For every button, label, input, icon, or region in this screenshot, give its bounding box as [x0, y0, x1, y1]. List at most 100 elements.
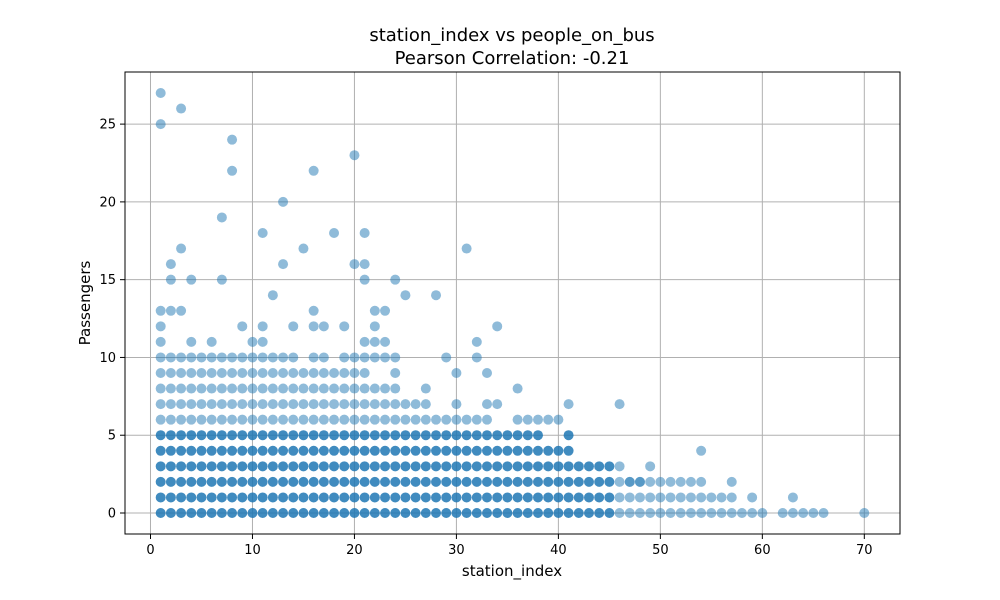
data-point [267, 430, 278, 441]
data-point [420, 492, 431, 503]
data-point [267, 290, 278, 301]
data-point [420, 383, 431, 394]
data-point [318, 414, 329, 425]
data-point [359, 492, 370, 503]
data-point [390, 368, 401, 378]
data-point [237, 368, 248, 378]
data-point [155, 305, 166, 316]
data-point [257, 430, 268, 441]
data-point [257, 368, 268, 378]
data-point [492, 399, 503, 410]
data-point [522, 492, 533, 503]
data-point [563, 476, 574, 487]
data-point [451, 445, 462, 456]
data-point [216, 445, 227, 456]
data-point [318, 321, 329, 332]
data-point [186, 336, 197, 347]
data-point [206, 383, 217, 394]
data-point [532, 508, 543, 518]
data-point [257, 508, 268, 518]
data-point [614, 461, 625, 472]
data-point [451, 508, 462, 518]
data-point [461, 476, 472, 487]
data-point [155, 336, 166, 347]
data-point [471, 445, 482, 456]
data-point [543, 461, 554, 472]
data-point [390, 399, 401, 410]
data-point [512, 414, 523, 425]
data-point [380, 336, 391, 347]
data-point [583, 461, 594, 472]
data-point [431, 508, 442, 518]
data-point [227, 430, 238, 441]
data-point [257, 414, 268, 425]
data-point [227, 383, 238, 394]
data-point [349, 476, 360, 487]
data-point [176, 445, 187, 456]
data-point [257, 321, 268, 332]
data-point [247, 414, 258, 425]
data-point [594, 492, 605, 503]
data-point [155, 383, 166, 394]
data-point [186, 399, 197, 410]
data-point [339, 508, 350, 518]
data-point [512, 430, 523, 441]
data-point [176, 492, 187, 503]
data-point [237, 445, 248, 456]
data-point [390, 383, 401, 394]
data-point [512, 445, 523, 456]
data-point [349, 352, 360, 363]
data-point [298, 399, 309, 410]
data-point [441, 414, 452, 425]
data-point [308, 445, 319, 456]
data-point [583, 508, 594, 518]
data-point [165, 352, 176, 363]
data-point [267, 368, 278, 378]
x-tick-label: 70 [856, 543, 873, 558]
x-tick-label: 60 [754, 543, 771, 558]
data-point [543, 414, 554, 425]
chart-title-line1: station_index vs people_on_bus [369, 25, 654, 46]
data-point [614, 399, 625, 410]
data-point [257, 228, 268, 238]
data-point [216, 212, 227, 223]
data-point [308, 368, 319, 378]
data-point [553, 492, 564, 503]
data-point [431, 414, 442, 425]
data-point [165, 492, 176, 503]
data-point [665, 492, 676, 503]
data-point [227, 165, 238, 176]
data-point [359, 430, 370, 441]
data-point [573, 492, 584, 503]
data-point [736, 508, 747, 518]
data-point [634, 476, 645, 487]
data-point [318, 399, 329, 410]
data-point [390, 461, 401, 472]
data-point [186, 274, 197, 285]
data-point [583, 492, 594, 503]
data-point [726, 492, 737, 503]
data-point [685, 508, 696, 518]
data-point [563, 445, 574, 456]
data-point [267, 383, 278, 394]
data-point [278, 399, 289, 410]
data-point [614, 492, 625, 503]
data-point [165, 445, 176, 456]
data-point [553, 461, 564, 472]
data-point [696, 445, 707, 456]
data-point [288, 399, 299, 410]
data-point [492, 508, 503, 518]
data-point [186, 492, 197, 503]
data-point [165, 305, 176, 316]
data-point [247, 430, 258, 441]
data-point [298, 508, 309, 518]
data-point [206, 445, 217, 456]
data-point [441, 492, 452, 503]
data-point [380, 383, 391, 394]
data-point [583, 476, 594, 487]
data-point [176, 243, 187, 254]
x-tick-label: 40 [550, 543, 567, 558]
data-point [634, 492, 645, 503]
data-point [237, 430, 248, 441]
data-point [339, 383, 350, 394]
